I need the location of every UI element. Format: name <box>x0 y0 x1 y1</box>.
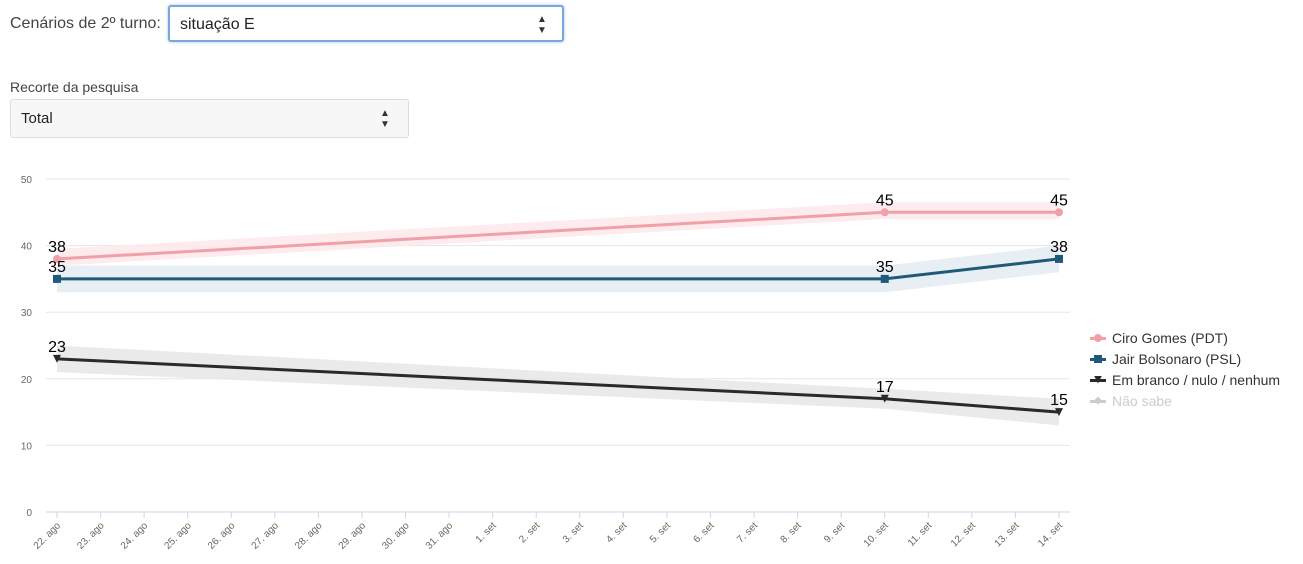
legend-symbol-icon <box>1090 354 1106 364</box>
legend-symbol-icon <box>1090 396 1106 406</box>
legend-symbol-icon <box>1090 333 1106 343</box>
data-label: 23 <box>48 339 66 356</box>
x-tick-label: 29. ago <box>337 520 369 552</box>
x-tick-label: 30. ago <box>380 520 412 552</box>
x-tick-label: 9. set <box>822 520 847 545</box>
data-point <box>1055 254 1063 263</box>
confidence-band <box>57 345 1059 426</box>
x-tick-label: 1. set <box>474 520 499 545</box>
data-point <box>880 274 889 283</box>
x-tick-label: 10. set <box>862 520 891 549</box>
legend-label: Jair Bolsonaro (PSL) <box>1112 350 1242 367</box>
data-point <box>53 254 61 263</box>
x-tick-label: 31. ago <box>424 520 456 552</box>
y-tick-label: 50 <box>21 175 33 186</box>
data-point <box>1055 408 1063 417</box>
select-arrows-icon: ▲ ▼ <box>380 108 390 130</box>
x-tick-label: 26. ago <box>206 520 238 552</box>
x-tick-label: 14. set <box>1036 520 1065 549</box>
x-tick-label: 4. set <box>604 520 629 545</box>
chart-legend: Ciro Gomes (PDT) Jair Bolsonaro (PSL) Em b… <box>1090 327 1280 411</box>
scenario-select[interactable]: situação E ▲ ▼ <box>168 5 564 42</box>
x-tick-label: 13. set <box>993 520 1022 549</box>
data-point <box>1055 208 1063 217</box>
legend-item[interactable]: Não sabe <box>1090 390 1280 411</box>
x-tick-label: 7. set <box>735 520 760 545</box>
confidence-band <box>57 245 1059 293</box>
data-point <box>53 354 61 363</box>
x-tick-label: 23. ago <box>75 520 107 552</box>
line-chart: 0 10 20 30 40 50 22. ago 23. ago 24. ago 25. ago 2… <box>21 175 1070 552</box>
x-tick-label: 6. set <box>692 520 717 545</box>
legend-label: Em branco / nulo / nenhum <box>1112 371 1281 388</box>
recorte-select[interactable]: Total ▲ ▼ <box>10 99 409 138</box>
data-label: 17 <box>876 379 894 396</box>
data-point <box>880 208 889 217</box>
recorte-label: Recorte da pesquisa <box>10 79 139 95</box>
data-label: 38 <box>1050 239 1068 256</box>
confidence-band <box>57 202 1059 266</box>
x-tick-label: 3. set <box>561 520 586 545</box>
data-label: 38 <box>48 239 66 256</box>
x-tick-label: 22. ago <box>32 520 64 552</box>
x-tick-label: 12. set <box>949 520 978 549</box>
data-label: 35 <box>48 259 66 276</box>
x-tick-label: 28. ago <box>293 520 325 552</box>
x-tick-label: 25. ago <box>162 520 194 552</box>
recorte-select-value: Total <box>21 110 53 127</box>
x-tick-label: 11. set <box>906 520 935 549</box>
legend-label: Não sabe <box>1112 392 1172 409</box>
x-tick-label: 2. set <box>517 520 542 545</box>
data-label: 35 <box>876 259 894 276</box>
y-tick-label: 20 <box>21 375 33 386</box>
y-tick-label: 0 <box>26 508 32 519</box>
data-label: 45 <box>876 192 894 209</box>
select-arrows-icon: ▲ ▼ <box>537 14 547 36</box>
x-tick-label: 27. ago <box>250 520 282 552</box>
x-tick-label: 8. set <box>779 520 804 545</box>
data-point <box>53 274 61 283</box>
scenario-label: Cenários de 2º turno: <box>10 15 161 32</box>
scenario-select-value: situação E <box>180 16 255 33</box>
data-label: 15 <box>1050 392 1068 409</box>
legend-symbol-icon <box>1090 375 1106 385</box>
legend-label: Ciro Gomes (PDT) <box>1112 329 1228 346</box>
y-tick-label: 30 <box>21 308 33 319</box>
x-tick-label: 24. ago <box>119 520 151 552</box>
legend-item[interactable]: Em branco / nulo / nenhum <box>1090 369 1280 390</box>
y-tick-label: 40 <box>21 242 33 253</box>
legend-item[interactable]: Ciro Gomes (PDT) <box>1090 327 1280 348</box>
data-point <box>880 394 889 403</box>
data-label: 45 <box>1050 192 1068 209</box>
x-tick-label: 5. set <box>648 520 673 545</box>
legend-item[interactable]: Jair Bolsonaro (PSL) <box>1090 348 1280 369</box>
y-tick-label: 10 <box>21 441 33 452</box>
